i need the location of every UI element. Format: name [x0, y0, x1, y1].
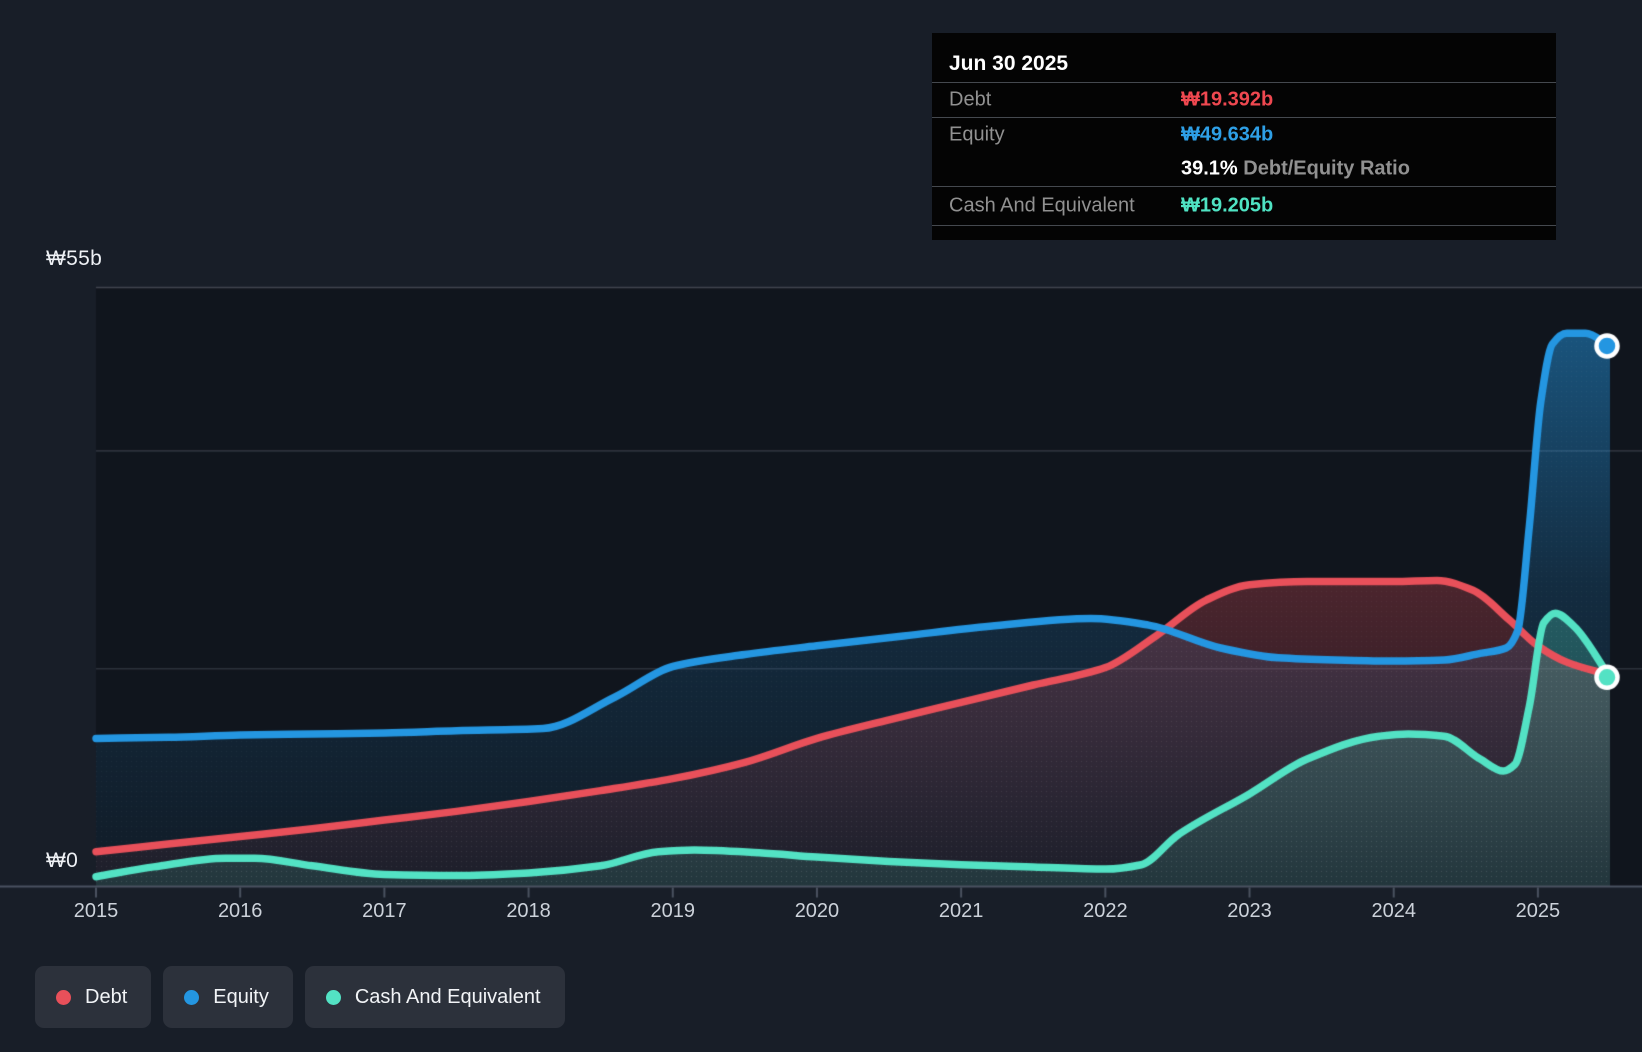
tooltip-ratio-label: Debt/Equity Ratio: [1243, 157, 1410, 180]
chart-legend: Debt Equity Cash And Equivalent: [35, 966, 565, 1028]
tooltip-equity-value: ₩49.634b: [1181, 123, 1274, 146]
x-axis-year: 2017: [362, 900, 407, 922]
legend-color-dot: [56, 989, 71, 1005]
tooltip-cash-label: Cash And Equivalent: [949, 194, 1135, 217]
legend-color-dot: [184, 989, 200, 1005]
tooltip-debt-value: ₩19.392b: [1181, 88, 1274, 111]
legend-color-dot: [325, 989, 341, 1005]
tooltip-row-debt: Debt ₩19.392b: [932, 83, 1556, 118]
tooltip-row-ratio: 39.1% Debt/Equity Ratio: [932, 152, 1556, 187]
chart-tooltip: Jun 30 2025 Debt ₩19.392b Equity ₩49.634…: [932, 33, 1556, 240]
legend-item-cash-and-equivalent[interactable]: Cash And Equivalent: [304, 966, 565, 1028]
x-axis-year: 2016: [217, 900, 263, 922]
x-axis-year: 2025: [1515, 900, 1561, 922]
y-axis-label-zero: ₩0: [46, 849, 79, 872]
x-axis-year: 2020: [794, 900, 840, 922]
tooltip-ratio-value: 39.1%: [1181, 157, 1238, 180]
tooltip-ratio: 39.1% Debt/Equity Ratio: [1181, 158, 1410, 181]
x-axis-year: 2022: [1083, 900, 1128, 922]
tooltip-row-cash: Cash And Equivalent ₩19.205b: [932, 187, 1556, 226]
tooltip-cash-value: ₩19.205b: [1181, 194, 1274, 217]
x-axis-year: 2019: [650, 900, 696, 922]
legend-label: Cash And Equivalent: [354, 985, 541, 1008]
x-axis-year: 2021: [938, 900, 984, 922]
tooltip-debt-label: Debt: [949, 88, 992, 111]
x-axis-year: 2018: [506, 900, 551, 922]
tooltip-date: Jun 30 2025: [932, 33, 1556, 83]
x-axis-year: 2015: [73, 900, 119, 922]
tooltip-row-equity: Equity ₩49.634b: [932, 118, 1556, 152]
x-axis-year: 2024: [1371, 900, 1416, 922]
y-axis-label-max: ₩55b: [46, 247, 103, 270]
legend-item-equity[interactable]: Equity: [163, 966, 293, 1028]
legend-label: Debt: [85, 985, 128, 1008]
legend-item-debt[interactable]: Debt: [35, 966, 152, 1028]
tooltip-equity-label: Equity: [949, 123, 1005, 146]
x-axis-year: 2023: [1227, 900, 1272, 922]
legend-label: Equity: [213, 985, 269, 1008]
